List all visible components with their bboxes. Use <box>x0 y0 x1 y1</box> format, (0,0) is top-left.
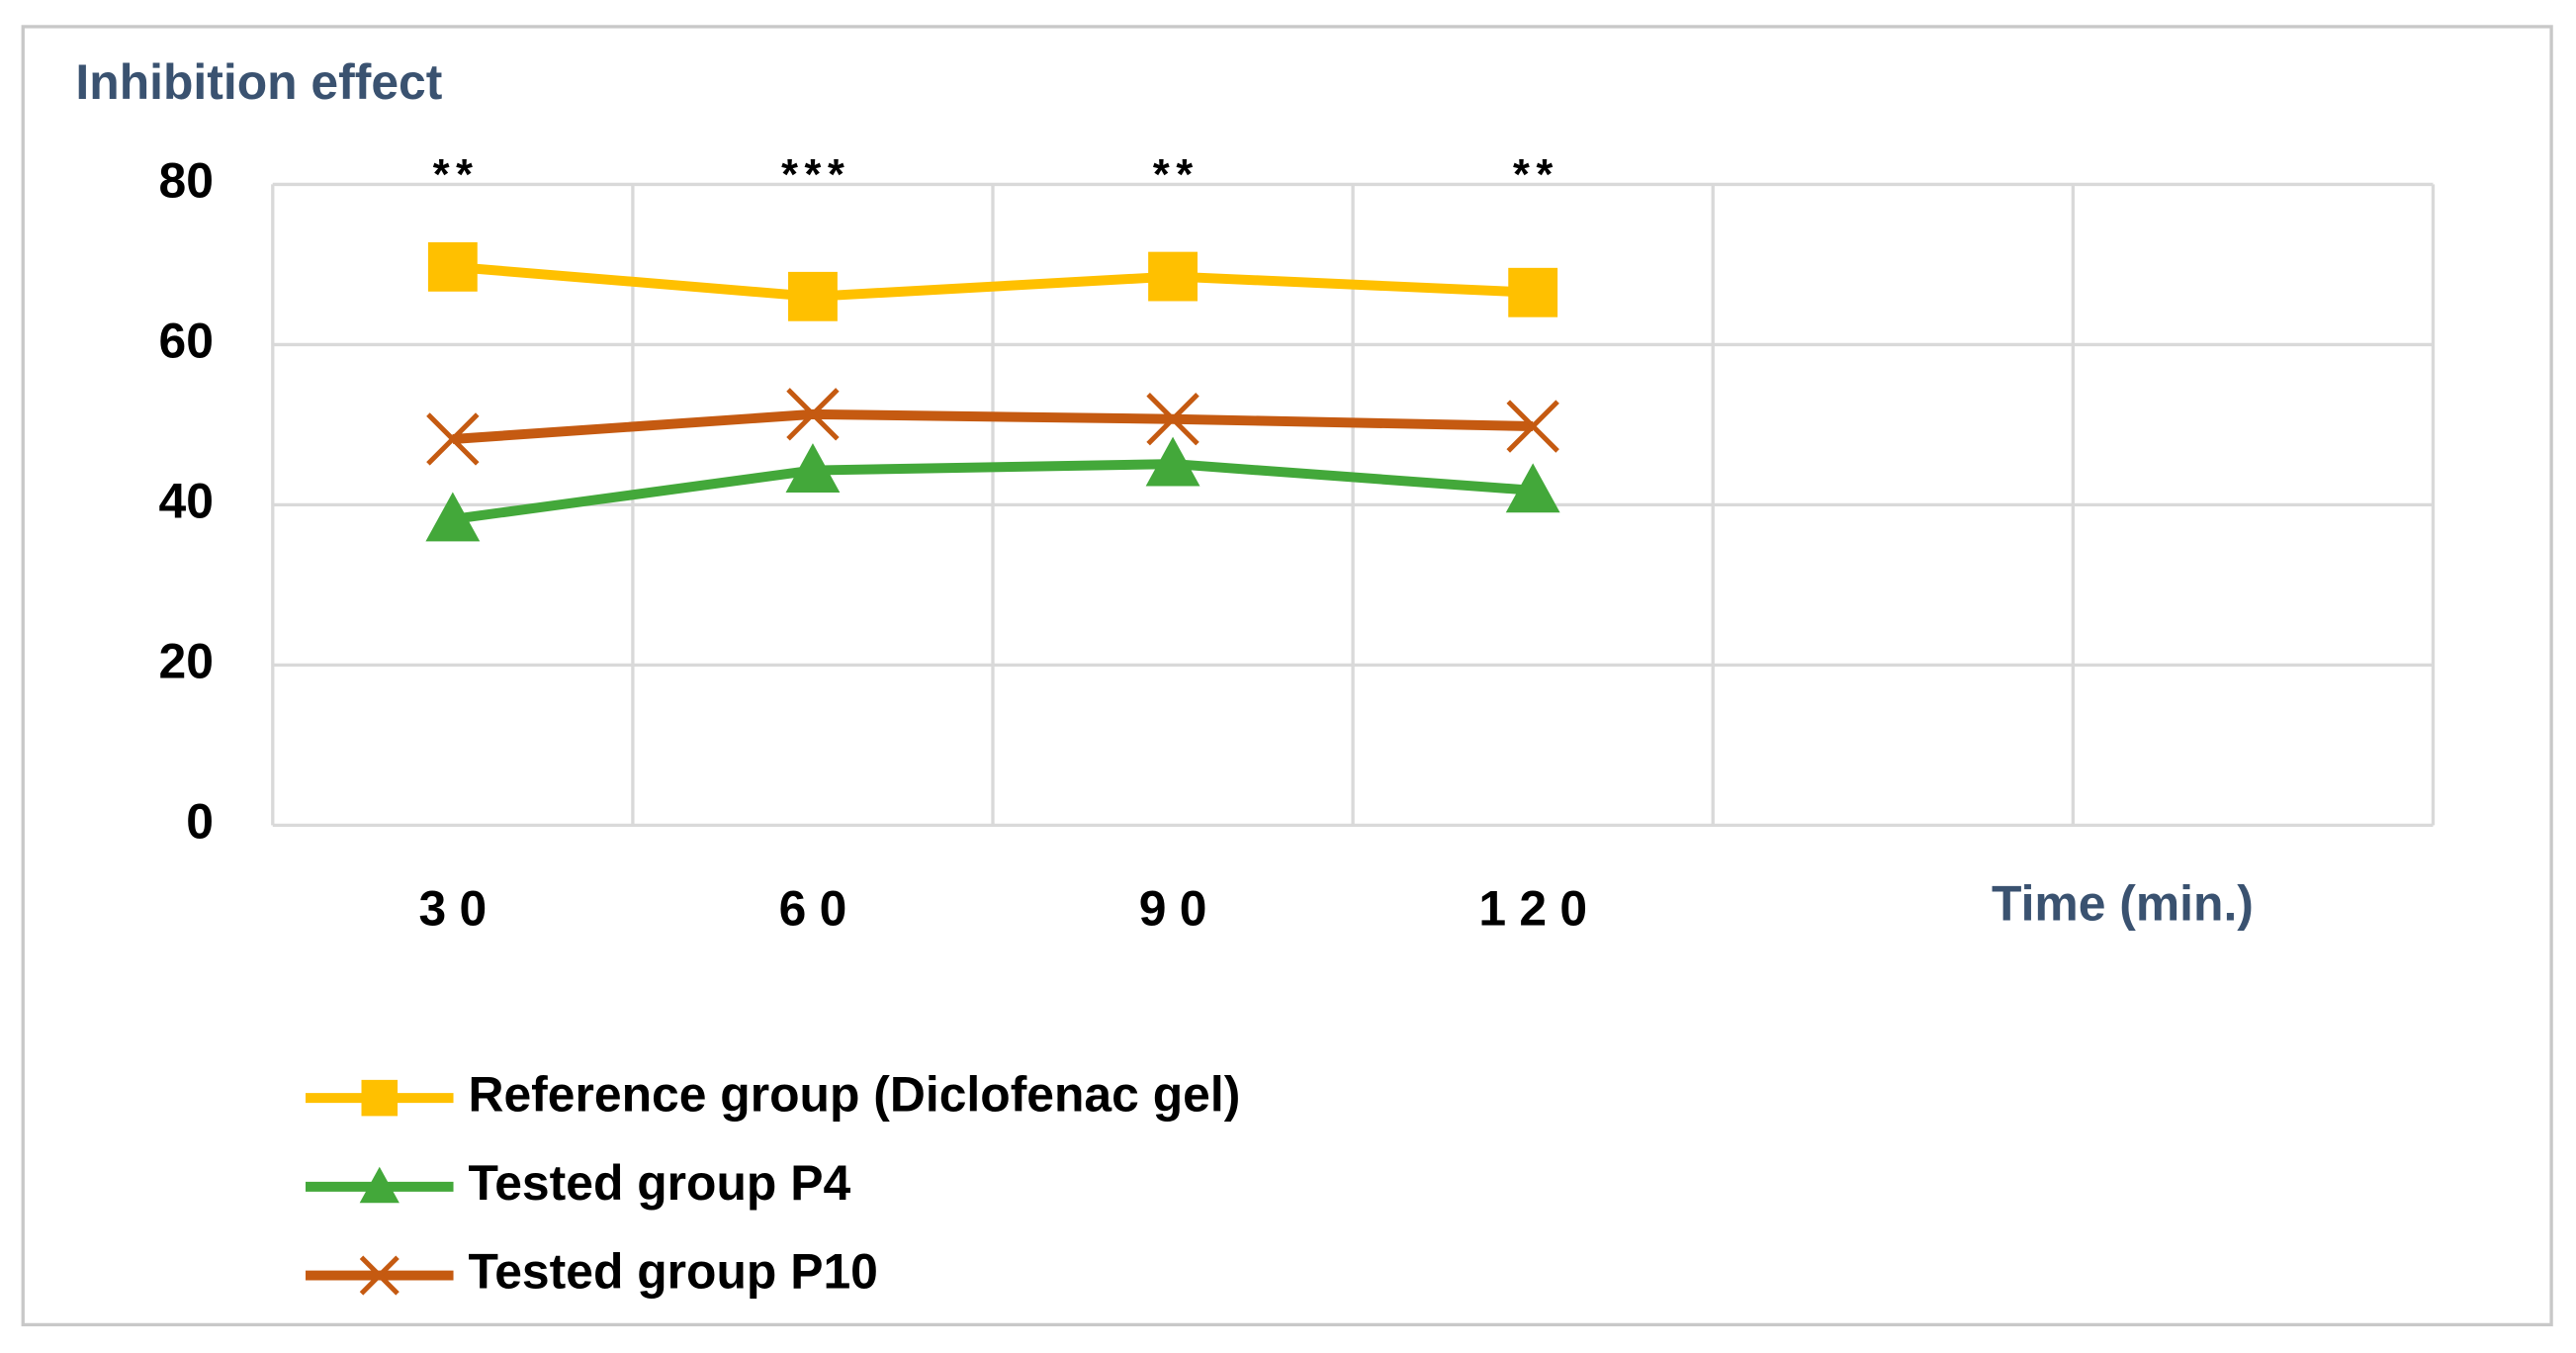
significance-label: *** <box>781 151 850 199</box>
x-axis-label: Time (min.) <box>1992 876 2254 932</box>
chart-frame <box>21 25 2553 1327</box>
x-tick-label: 90 <box>1139 881 1220 937</box>
marker-square <box>1508 267 1558 317</box>
series-line <box>452 408 1534 444</box>
marker-x <box>1146 393 1199 446</box>
marker-x <box>786 388 840 441</box>
marker-x <box>426 412 480 466</box>
y-tick-label: 40 <box>159 474 214 529</box>
significance-label: ** <box>1513 151 1559 199</box>
y-tick-label: 0 <box>186 794 214 850</box>
marker-square <box>1148 251 1198 302</box>
marker-x <box>1506 400 1559 453</box>
legend-label: Reference group (Diclofenac gel) <box>468 1066 1240 1122</box>
y-tick-label: 20 <box>159 634 214 689</box>
legend-label: Tested group P4 <box>468 1155 850 1211</box>
series-line <box>452 459 1534 524</box>
x-tick-label: 120 <box>1478 881 1600 937</box>
chart-title: Inhibition effect <box>75 54 442 110</box>
significance-label: ** <box>433 151 480 199</box>
x-tick-label: 60 <box>779 881 860 937</box>
marker-triangle <box>785 443 841 493</box>
marker-x <box>359 1255 400 1296</box>
y-tick-label: 60 <box>159 314 214 369</box>
marker-square <box>361 1079 399 1117</box>
x-tick-label: 30 <box>418 881 499 937</box>
marker-triangle <box>425 492 481 542</box>
marker-triangle <box>1145 436 1200 487</box>
marker-triangle <box>359 1166 400 1204</box>
legend-label: Tested group P10 <box>468 1244 877 1300</box>
marker-triangle <box>1505 463 1560 513</box>
series-line <box>452 261 1534 302</box>
y-tick-label: 80 <box>159 153 214 209</box>
significance-label: ** <box>1153 151 1199 199</box>
marker-square <box>427 241 478 292</box>
marker-square <box>788 271 838 321</box>
